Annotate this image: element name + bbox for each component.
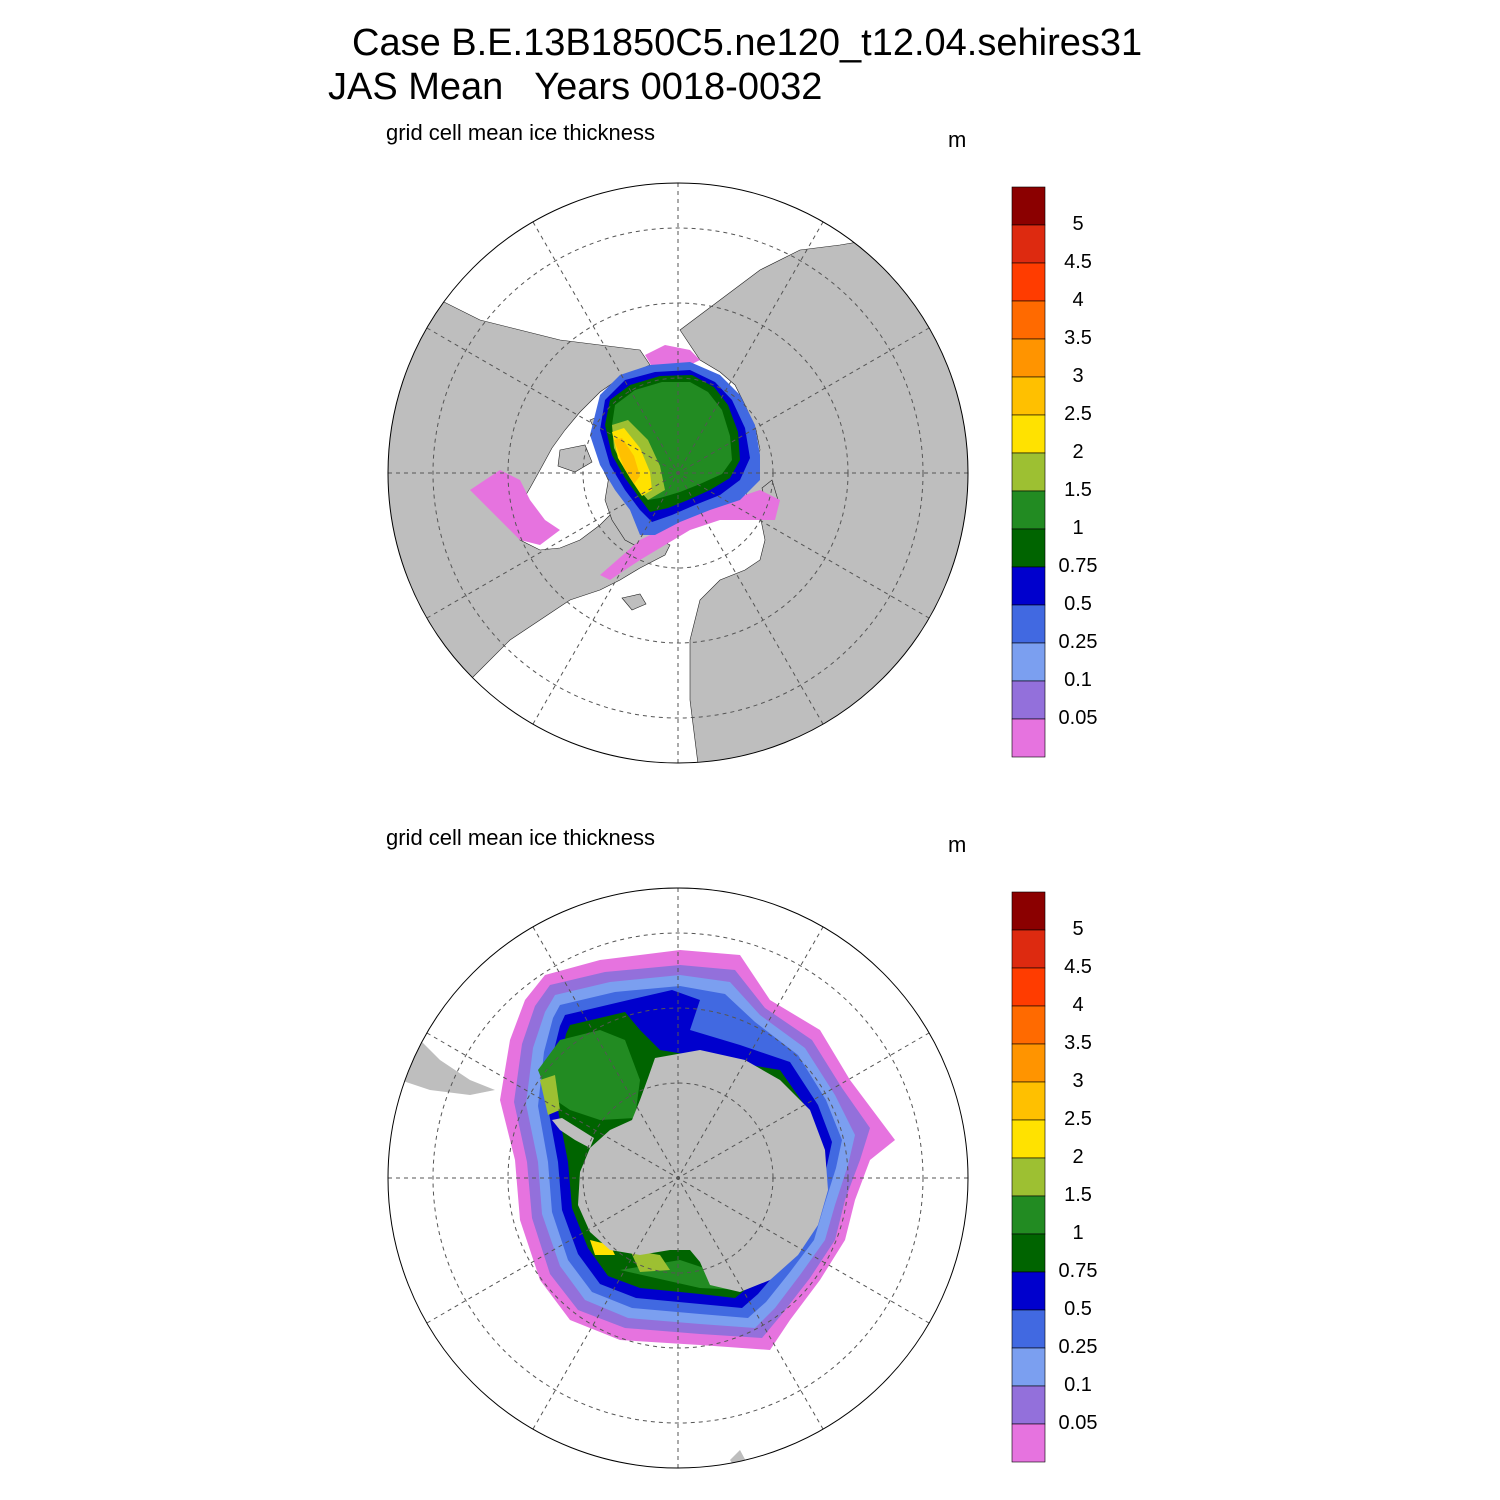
south-graticule [388,888,968,1468]
north-colorbar-box-11 [1011,604,1046,644]
north-graticule [388,183,968,763]
north-colorbar-tick-label: 0.1 [1064,669,1092,691]
north-map-border [387,182,969,764]
south-land-south-america [400,1040,495,1095]
south-colorbar-tick-label: 0.1 [1064,1374,1092,1396]
south-colorbar-box-9 [1011,1233,1046,1273]
south-colorbar-box-4 [1011,1043,1046,1083]
south-sea-ice [400,950,895,1468]
south-colorbar-box-13 [1011,1385,1046,1425]
north-ice-25 [614,438,640,484]
north-colorbar-tick-label: 1 [1072,517,1084,539]
south-land-antarctica [578,1050,828,1292]
south-colorbar-tick-label: 0.05 [1058,1412,1098,1434]
south-polar-map [387,887,969,1469]
south-colorbar-tick-label: 2 [1072,1146,1084,1168]
south-colorbar-tick-label: 2.5 [1064,1108,1092,1130]
south-colorbar-box-11 [1011,1309,1046,1349]
north-colorbar-box-14 [1011,718,1046,758]
south-colorbar-box-10 [1011,1271,1046,1311]
south-colorbar-box-2 [1011,967,1046,1007]
north-variable-label: grid cell mean ice thickness [386,120,656,145]
south-colorbar-tick-label: 4 [1072,994,1084,1016]
north-colorbar-tick-label: 0.5 [1064,593,1092,615]
south-colorbar-box-1 [1011,929,1046,969]
north-colorbar-box-4 [1011,338,1046,378]
north-colorbar-tick-label: 0.05 [1058,707,1098,729]
south-colorbar-box-12 [1011,1347,1046,1387]
south-colorbar-tick-label: 0.75 [1058,1260,1098,1282]
north-colorbar [1011,186,1046,758]
north-polar-map [387,182,969,764]
north-land-iceland [621,593,647,611]
north-colorbar-tick-label: 1.5 [1064,479,1092,501]
figure-title-case: Case B.E.13B1850C5.ne120_t12.04.sehires3… [352,22,1143,64]
south-unit-label: m [948,832,967,857]
north-colorbar-box-12 [1011,642,1046,682]
south-colorbar-tick-label: 1 [1072,1222,1084,1244]
north-colorbar-box-2 [1011,262,1046,302]
north-colorbar-tick-label: 4.5 [1064,251,1092,273]
south-colorbar-box-6 [1011,1119,1046,1159]
north-colorbar-box-7 [1011,452,1046,492]
south-colorbar-tick-label: 0.5 [1064,1298,1092,1320]
north-colorbar-tick-label: 3 [1072,365,1084,387]
north-colorbar-tick-label: 0.25 [1058,631,1098,653]
north-ice-005-b [600,490,780,580]
north-colorbar-tick-label: 2 [1072,441,1084,463]
south-map-border [387,887,969,1469]
north-colorbar-box-13 [1011,680,1046,720]
north-colorbar-tick-label: 0.75 [1058,555,1098,577]
south-colorbar-box-3 [1011,1005,1046,1045]
south-colorbar-box-14 [1011,1423,1046,1463]
north-colorbar-box-5 [1011,376,1046,416]
south-ice-2 [590,1240,615,1255]
south-colorbar-tick-label: 3 [1072,1070,1084,1092]
north-colorbar-tick-label: 5 [1072,213,1084,235]
figure-title-period: JAS Mean Years 0018-0032 [328,66,823,108]
south-ice-15 [540,1075,560,1115]
north-ice-005 [470,470,560,545]
south-colorbar-tick-label: 3.5 [1064,1032,1092,1054]
south-colorbar-box-5 [1011,1081,1046,1121]
south-colorbar-box-7 [1011,1157,1046,1197]
south-colorbar-tick-label: 0.25 [1058,1336,1098,1358]
south-colorbar-tick-label: 5 [1072,918,1084,940]
north-colorbar-box-3 [1011,300,1046,340]
north-colorbar-tick-label: 3.5 [1064,327,1092,349]
south-land-antarctic-peninsula [552,1118,594,1148]
north-colorbar-box-9 [1011,528,1046,568]
north-colorbar-box-0 [1011,186,1046,226]
south-variable-label: grid cell mean ice thickness [386,825,656,850]
north-colorbar-tick-label: 4 [1072,289,1084,311]
north-colorbar-tick-label: 2.5 [1064,403,1092,425]
south-colorbar-tick-label: 1.5 [1064,1184,1092,1206]
south-ice-15-b [630,1250,670,1272]
north-colorbar-box-10 [1011,566,1046,606]
north-colorbar-box-1 [1011,224,1046,264]
south-colorbar-box-8 [1011,1195,1046,1235]
north-colorbar-box-8 [1011,490,1046,530]
south-colorbar [1011,891,1046,1463]
north-unit-label: m [948,127,967,152]
south-colorbar-box-0 [1011,891,1046,931]
north-colorbar-box-6 [1011,414,1046,454]
south-colorbar-tick-label: 4.5 [1064,956,1092,978]
